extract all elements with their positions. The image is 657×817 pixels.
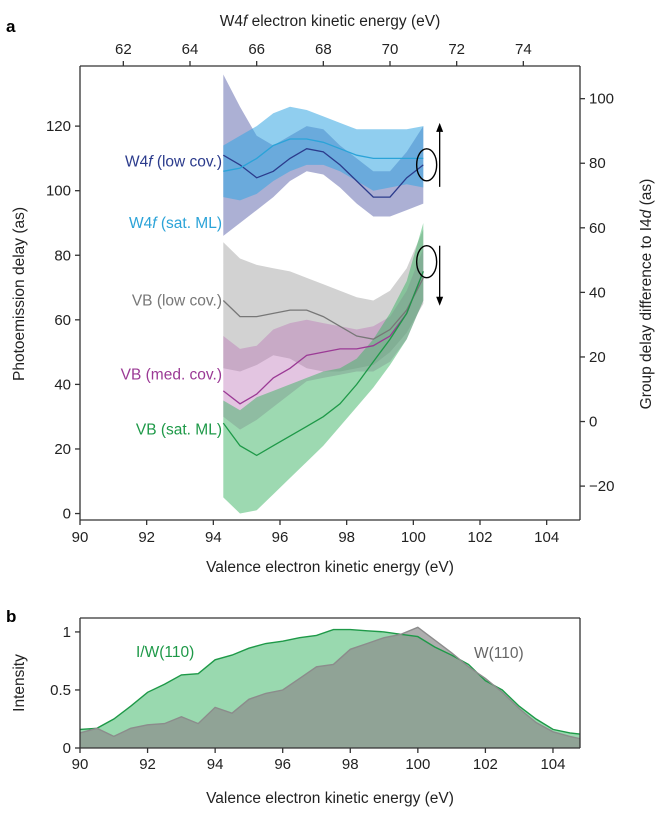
x2-tick-label: 64 [182,41,199,58]
y-axis-label: Photoemission delay (as) [11,207,28,381]
line-series-b-1 [79,626,581,740]
band-series-3 [223,248,424,430]
y2-tick-label: 60 [589,220,606,237]
line-series-1 [223,138,424,172]
series-label-0-part: W4 [125,154,149,171]
panel-a-chart: W4f (low cov.)W4f (sat. ML)VB (low cov.)… [11,13,655,576]
panel-b-chart: I/W(110) W(110) 90 92 94 96 98 100 102 104 0 0.5 1 Va… [11,617,581,807]
y2-tick-label: 0 [589,414,597,431]
x-tick-label: 92 [138,529,155,546]
series-label-0-part: f [148,154,154,171]
y-tick-label: 40 [54,376,71,393]
vb-axis-marker [415,245,438,279]
x-tick-label: 94 [205,529,222,546]
line-series-3 [222,271,424,405]
series-label-3-part: VB (med. cov.) [121,367,222,384]
y2-tick-label: 100 [589,91,614,108]
x-tick-label-b: 90 [72,756,89,773]
x-tick-label-b: 94 [207,756,224,773]
y-tick-label: 80 [54,247,71,264]
y-tick-label: 100 [46,183,71,200]
series-label-2: VB (low cov.) [132,292,222,309]
line-series-b-0 [79,628,581,735]
series-label-2-part: VB (low cov.) [132,292,222,309]
x2-tick-label: 74 [515,41,532,58]
x2-tick-label: 70 [382,41,399,58]
y2-axis-label: Group delay difference to I4d (as) [638,179,655,410]
band-series-2 [223,229,424,372]
series-label-1: W4f (sat. ML) [129,215,222,232]
y2-axis-label-part: d [638,208,655,218]
x-tick-label-b: 96 [274,756,291,773]
series-label-0: W4f (low cov.) [125,154,222,171]
series-label-4-part: VB (sat. ML) [136,422,222,439]
x-tick-label-b: 92 [139,756,156,773]
x-tick-label-b: 102 [473,756,498,773]
band-series-4 [223,223,424,514]
y2-tick-label: 80 [589,155,606,172]
series-label-3: VB (med. cov.) [121,367,222,384]
x-tick-label: 90 [72,529,89,546]
y2-tick-label: 40 [589,284,606,301]
x-tick-label: 96 [272,529,289,546]
x-axis-label: Valence electron kinetic energy (eV) [206,559,454,576]
x-tick-label-b: 104 [540,756,565,773]
band-series-1 [223,106,424,201]
y-tick-label: 120 [46,118,71,135]
series-label-0-part: (low cov.) [153,154,222,171]
x2-tick-label: 68 [315,41,332,58]
x-tick-label: 100 [401,529,426,546]
x2-axis-label-part: f [243,13,249,30]
x-tick-label: 104 [534,529,559,546]
y2-tick-label: −20 [589,478,614,495]
series-label-w110: W(110) [474,645,524,662]
x2-axis-label-part: W4 [220,13,244,30]
x2-tick-label: 62 [115,41,132,58]
x2-tick-label: 72 [448,41,465,58]
line-series-0 [222,148,424,198]
line-series-2 [222,277,424,340]
y-axis-label-b: Intensity [11,654,28,712]
y2-axis-label-part: (as) [638,179,655,210]
line-series-4 [222,271,424,457]
w4f-arrow-head [436,122,444,132]
series-label-4: VB (sat. ML) [136,422,222,439]
panel-b-label: b [6,607,16,626]
vb-arrow-head [436,296,444,306]
y-tick-label: 60 [54,312,71,329]
x2-tick-label: 66 [248,41,265,58]
w4f-axis-marker [415,148,438,182]
y-tick-label-b: 1 [63,624,71,641]
y2-tick-label: 20 [589,349,606,366]
x-tick-label-b: 98 [342,756,359,773]
x-tick-label: 102 [467,529,492,546]
y-tick-label: 20 [54,441,71,458]
series-label-1-part: (sat. ML) [157,215,222,232]
y-tick-label: 0 [63,506,71,523]
series-label-iw110: I/W(110) [136,644,194,661]
x-tick-label-b: 100 [405,756,430,773]
x2-axis-label: W4f electron kinetic energy (eV) [220,13,441,30]
y2-axis-label-part: Group delay difference to I4 [638,218,655,409]
y-tick-label-b: 0.5 [50,682,71,699]
x-tick-label: 98 [338,529,355,546]
series-label-1-part: f [152,215,158,232]
y-tick-label-b: 0 [63,740,71,757]
x2-axis-label-part: electron kinetic energy (eV) [247,13,440,30]
series-label-1-part: W4 [129,215,153,232]
panel-a-label: a [6,17,16,36]
x-axis-label-b: Valence electron kinetic energy (eV) [206,790,454,807]
